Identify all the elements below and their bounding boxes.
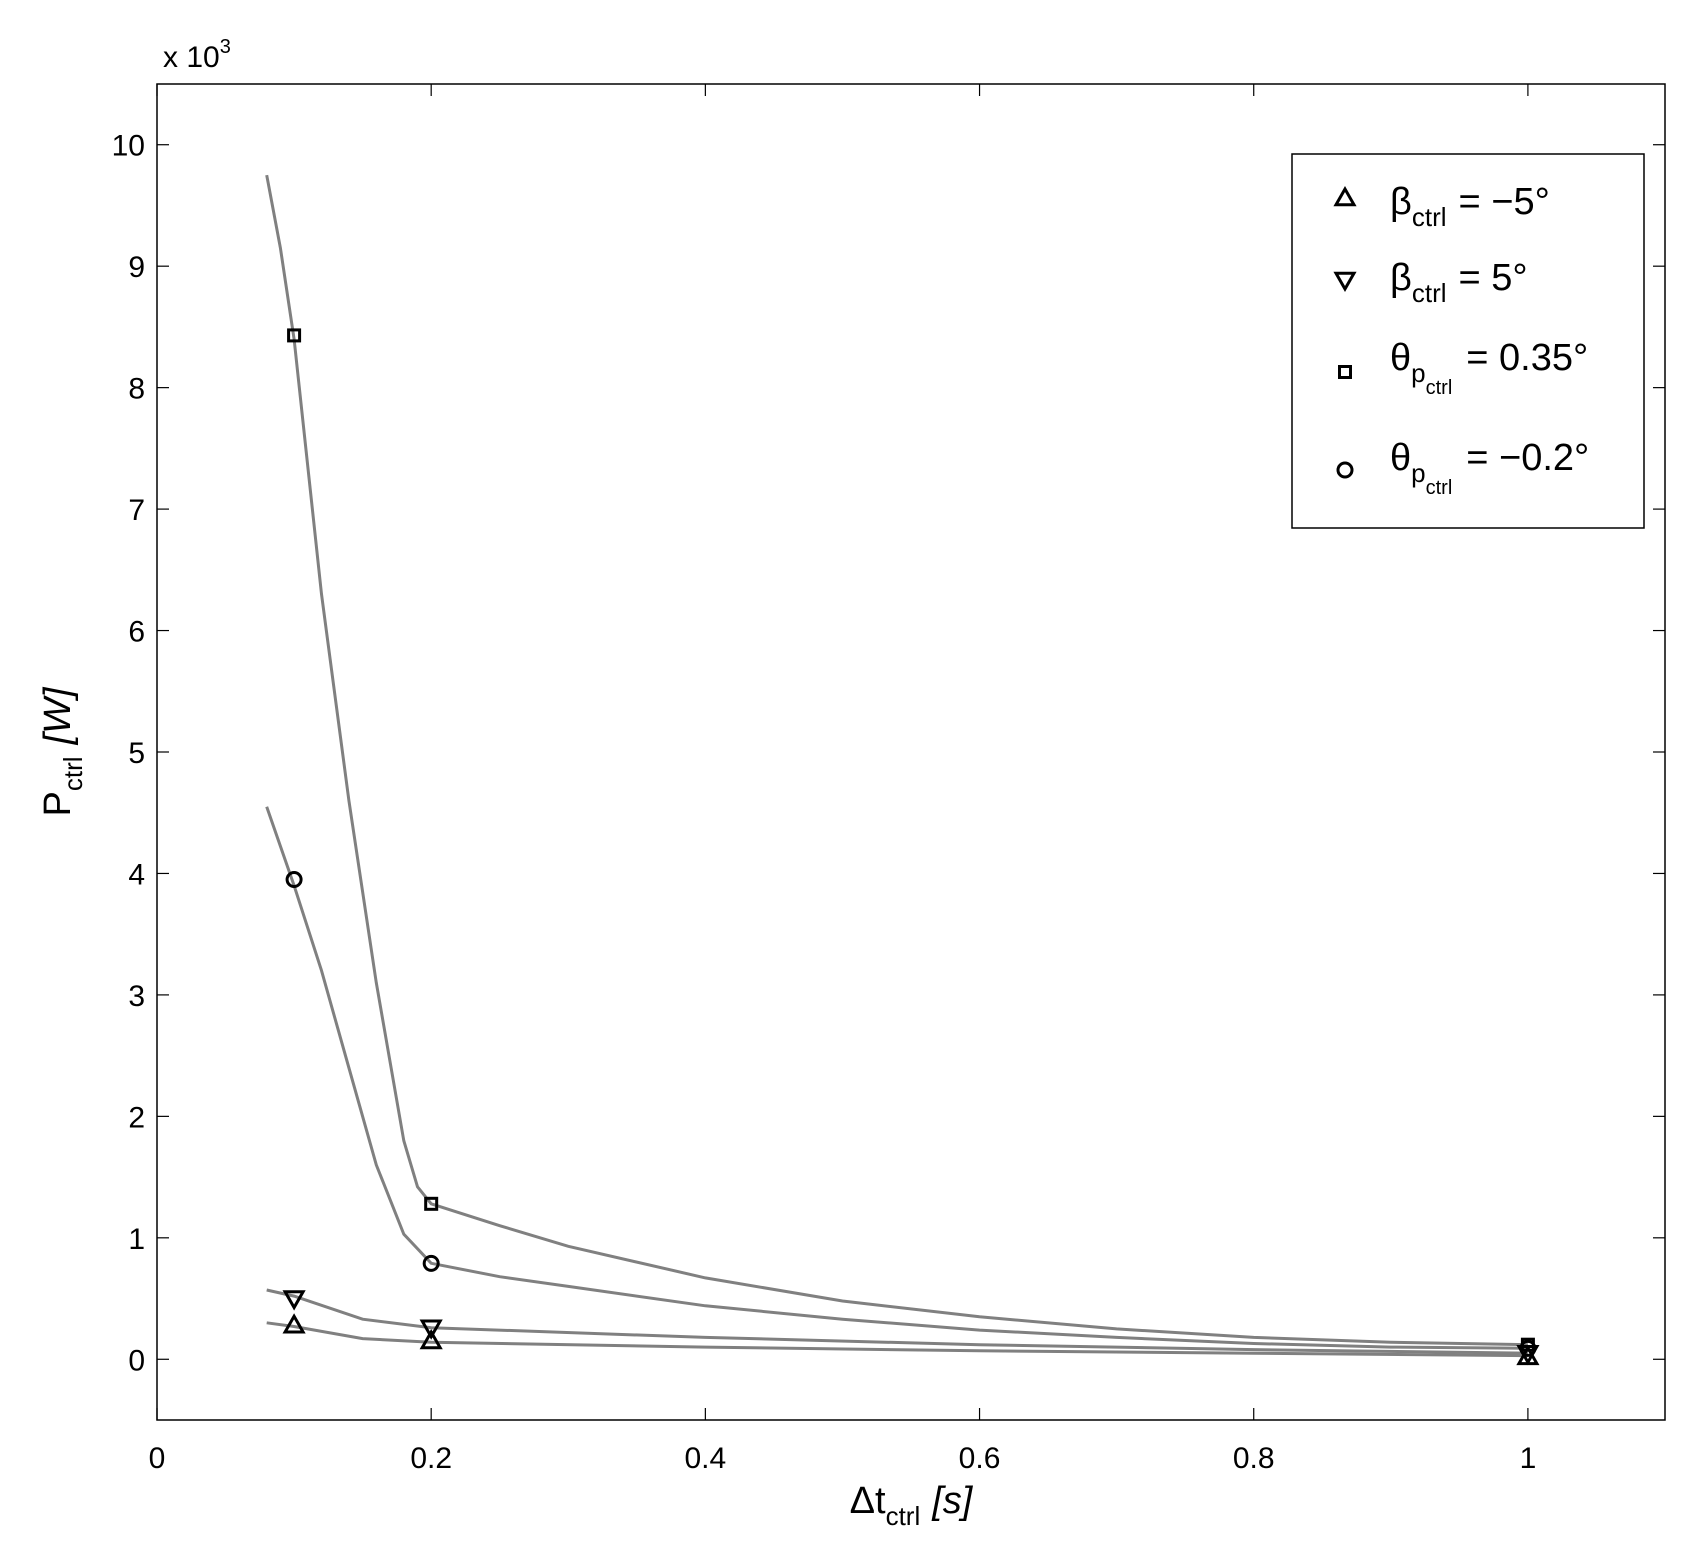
x-axis-label: Δtctrl [s] — [850, 1480, 974, 1531]
legend-entry-theta-neg02: θpctrl= −0.2° — [1390, 437, 1589, 499]
data-point-circle — [285, 871, 303, 889]
y-tick-label: 2 — [128, 1101, 145, 1134]
legend-entry-beta-neg5: βctrl = −5° — [1390, 181, 1550, 232]
x-tick-label: 0 — [149, 1442, 166, 1475]
series-curve-0 — [266, 1321, 1528, 1358]
y-tick-label: 8 — [128, 373, 145, 406]
series-curve-2 — [265, 174, 1528, 1347]
data-point-triangle-up — [282, 1313, 306, 1334]
y-multiplier: x 103 — [163, 36, 231, 74]
data-point-circle — [422, 1254, 440, 1272]
data-point-triangle-up — [419, 1329, 443, 1350]
data-point-square — [424, 1196, 439, 1211]
y-tick-label: 3 — [128, 980, 145, 1013]
data-point-triangle-down — [282, 1290, 306, 1311]
y-tick-label: 10 — [112, 130, 145, 163]
legend: βctrl = −5° βctrl = 5° θpctrl= 0.35° θpctr… — [1291, 153, 1645, 529]
legend-marker-triangle-down — [1333, 271, 1357, 293]
markers — [282, 328, 1540, 1366]
y-tick-label: 4 — [128, 858, 145, 891]
x-tick-label: 1 — [1520, 1442, 1537, 1475]
data-point-square — [287, 328, 302, 343]
ticks — [156, 84, 1665, 1420]
legend-entry-beta-pos5: βctrl = 5° — [1390, 257, 1528, 308]
y-tick-label: 1 — [128, 1223, 145, 1256]
legend-markers — [1333, 185, 1357, 479]
legend-entry-theta-035: θpctrl= 0.35° — [1390, 337, 1588, 399]
series-curve-3 — [265, 806, 1528, 1350]
legend-marker-triangle-up — [1333, 185, 1357, 207]
x-tick-label: 0.2 — [410, 1442, 452, 1475]
data-point-triangle-down — [419, 1319, 443, 1340]
y-tick-label: 5 — [128, 737, 145, 770]
y-tick-label: 9 — [128, 251, 145, 284]
y-tick-label: 0 — [128, 1344, 145, 1377]
y-tick-label: 7 — [128, 494, 145, 527]
y-axis-label: Pctrl[W] — [37, 686, 88, 816]
curves — [265, 174, 1528, 1358]
legend-marker-circle — [1336, 461, 1354, 479]
legend-marker-square — [1338, 365, 1352, 379]
y-tick-label: 6 — [128, 616, 145, 649]
data-point-circle — [1519, 1339, 1537, 1357]
x-tick-label: 0.4 — [685, 1442, 727, 1475]
series-curve-1 — [266, 1288, 1528, 1355]
x-tick-label: 0.8 — [1233, 1442, 1275, 1475]
x-tick-label: 0.6 — [959, 1442, 1001, 1475]
